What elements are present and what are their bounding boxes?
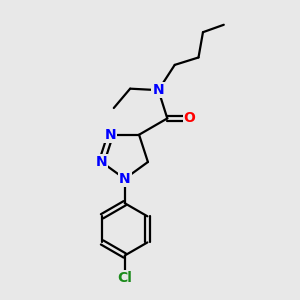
Text: N: N (96, 155, 107, 169)
Text: N: N (105, 128, 116, 142)
Text: Cl: Cl (117, 272, 132, 285)
Text: O: O (184, 111, 196, 125)
Text: N: N (153, 83, 164, 97)
Text: N: N (119, 172, 130, 186)
